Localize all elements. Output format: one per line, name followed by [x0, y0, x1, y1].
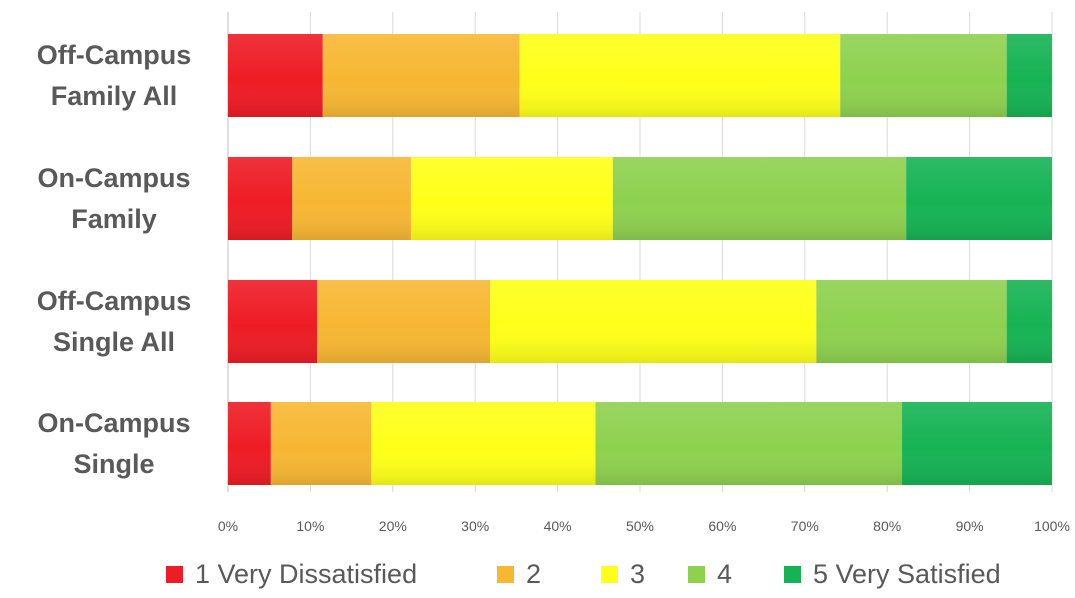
- x-tick-label: 10%: [296, 518, 324, 534]
- bar-segment-shade: [902, 402, 1052, 485]
- legend-swatch: [784, 566, 801, 583]
- category-label: Single: [73, 449, 154, 479]
- bar-segment-shade: [228, 157, 293, 240]
- bar-segment-shade: [228, 402, 271, 485]
- bar-segment-shade: [322, 34, 520, 117]
- x-tick-label: 70%: [791, 518, 819, 534]
- bar-segment-shade: [316, 280, 491, 363]
- bar-row: [228, 34, 1052, 117]
- category-label: On-Campus: [37, 408, 190, 438]
- bar-segment-shade: [292, 157, 411, 240]
- legend-swatch: [688, 566, 705, 583]
- bar-segment-shade: [490, 280, 817, 363]
- bar-row: [228, 402, 1052, 485]
- legend-item: 4: [688, 559, 732, 589]
- category-label: On-Campus: [37, 163, 190, 193]
- bar-segment-shade: [228, 34, 323, 117]
- legend-label: 2: [526, 559, 541, 589]
- category-labels: Off-Campus Family All On-Campus Family Off-C…: [37, 40, 192, 479]
- bar-segment-shade: [410, 157, 613, 240]
- category-label: Family All: [51, 81, 178, 111]
- category-label: Off-Campus: [37, 286, 192, 316]
- bar-segment-shade: [595, 402, 903, 485]
- category-label: Family: [71, 204, 157, 234]
- bar-segment-shade: [371, 402, 596, 485]
- legend-item: 2: [497, 559, 541, 589]
- category-label: Single All: [53, 327, 175, 357]
- bar-segment-shade: [612, 157, 907, 240]
- legend-swatch: [601, 566, 618, 583]
- bar-row: [228, 280, 1052, 363]
- x-tick-label: 100%: [1034, 518, 1070, 534]
- bars: [228, 34, 1052, 485]
- x-tick-label: 50%: [626, 518, 654, 534]
- x-tick-label: 80%: [873, 518, 901, 534]
- bar-segment-shade: [270, 402, 372, 485]
- legend-label: 5 Very Satisfied: [813, 559, 1001, 589]
- bar-segment-shade: [519, 34, 841, 117]
- legend-label: 3: [630, 559, 645, 589]
- bar-segment-shade: [816, 280, 1007, 363]
- bar-row: [228, 157, 1052, 240]
- bar-segment-shade: [906, 157, 1052, 240]
- bar-segment-shade: [840, 34, 1007, 117]
- x-tick-label: 60%: [708, 518, 736, 534]
- legend: 1 Very Dissatisfied 2 3 4 5 Very Satisfied: [166, 559, 1001, 589]
- x-tick-label: 20%: [379, 518, 407, 534]
- legend-swatch: [166, 566, 183, 583]
- legend-item: 5 Very Satisfied: [784, 559, 1001, 589]
- bar-segment-shade: [1006, 34, 1052, 117]
- bar-segment-shade: [1006, 280, 1052, 363]
- bar-segment-shade: [228, 280, 317, 363]
- x-tick-label: 90%: [956, 518, 984, 534]
- legend-label: 4: [717, 559, 732, 589]
- legend-item: 1 Very Dissatisfied: [166, 559, 417, 589]
- legend-item: 3: [601, 559, 645, 589]
- x-tick-label: 0%: [218, 518, 238, 534]
- category-label: Off-Campus: [37, 40, 192, 70]
- legend-swatch: [497, 566, 514, 583]
- x-tick-label: 30%: [461, 518, 489, 534]
- x-tick-label: 40%: [544, 518, 572, 534]
- x-axis-tick-labels: 0% 10% 20% 30% 40% 50% 60% 70% 80% 90% 100%: [218, 518, 1070, 534]
- legend-label: 1 Very Dissatisfied: [195, 559, 417, 589]
